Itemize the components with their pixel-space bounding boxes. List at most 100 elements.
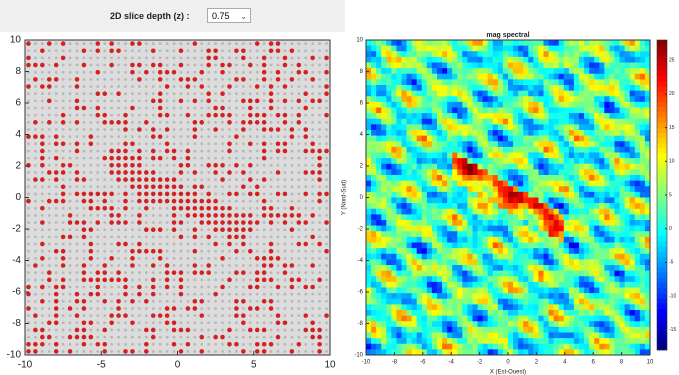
- heat-cell: [452, 236, 458, 243]
- heat-cell: [416, 56, 423, 63]
- heat-cell: [487, 45, 494, 52]
- red-dot: [234, 162, 239, 168]
- heat-cell: [538, 135, 544, 142]
- heat-cell: [573, 90, 580, 97]
- heat-cell: [573, 326, 580, 333]
- gray-dot: [283, 235, 287, 239]
- heat-cell: [589, 310, 595, 316]
- heat-cell: [371, 191, 377, 198]
- heat-cell: [381, 310, 387, 316]
- heat-cell: [533, 62, 539, 69]
- heat-cell: [376, 332, 382, 339]
- red-dot: [317, 162, 322, 168]
- heat-cell: [391, 135, 397, 142]
- heat-cell: [629, 180, 636, 187]
- red-dot: [144, 227, 149, 233]
- heat-cell: [624, 146, 631, 153]
- red-dot: [303, 105, 309, 111]
- gray-dot: [283, 178, 287, 182]
- heat-cell: [437, 259, 443, 266]
- heat-cell: [437, 321, 443, 328]
- gray-dot: [82, 185, 86, 189]
- heat-cell: [568, 225, 575, 232]
- heat-cell: [518, 175, 524, 181]
- heat-cell: [604, 248, 610, 255]
- heat-cell: [624, 287, 631, 294]
- gray-dot: [283, 278, 287, 282]
- heat-cell: [579, 242, 585, 249]
- heat-cell: [391, 169, 397, 176]
- gray-dot: [325, 185, 328, 189]
- gray-dot: [290, 156, 294, 160]
- red-dot: [192, 205, 198, 211]
- heat-cell: [589, 51, 595, 58]
- red-dot: [192, 306, 198, 311]
- heat-cell: [431, 73, 438, 80]
- gray-dot: [131, 192, 134, 196]
- heat-cell: [381, 56, 387, 63]
- gray-dot: [151, 120, 155, 124]
- heat-cell: [594, 281, 600, 288]
- heat-cell: [426, 96, 433, 103]
- heat-cell: [533, 146, 539, 153]
- heat-cell: [472, 343, 478, 350]
- heat-cell: [619, 163, 625, 170]
- gray-dot: [131, 99, 134, 103]
- heat-cell: [462, 270, 468, 277]
- gray-dot: [27, 128, 30, 131]
- heat-cell: [634, 130, 641, 136]
- red-dot: [199, 313, 205, 318]
- gray-dot: [103, 213, 107, 217]
- heat-cell: [371, 298, 377, 305]
- gray-dot: [200, 163, 204, 167]
- heat-cell: [381, 326, 387, 333]
- heat-cell: [497, 101, 504, 108]
- red-dot: [241, 170, 246, 175]
- gray-dot: [200, 42, 204, 45]
- red-dot: [310, 320, 315, 326]
- heat-cell: [381, 343, 387, 350]
- gray-dot: [235, 335, 238, 339]
- red-dot: [81, 320, 87, 326]
- heat-cell: [634, 259, 641, 266]
- heat-cell: [604, 158, 610, 165]
- heat-cell: [573, 214, 580, 221]
- heat-cell: [411, 163, 418, 170]
- gray-dot: [325, 292, 328, 296]
- gray-dot: [96, 99, 100, 103]
- red-dot: [53, 77, 59, 82]
- gray-dot: [318, 92, 322, 96]
- heat-cell: [391, 56, 397, 63]
- gray-dot: [290, 256, 294, 260]
- red-dot: [178, 162, 184, 168]
- heat-cell: [366, 253, 372, 260]
- heat-cell: [431, 85, 438, 91]
- red-dot: [317, 341, 322, 347]
- heat-cell: [457, 56, 463, 63]
- heat-cell: [543, 315, 549, 322]
- heat-cell: [411, 293, 418, 300]
- heat-cell: [366, 259, 372, 266]
- heat-cell: [386, 326, 392, 333]
- heat-cell: [573, 62, 580, 69]
- gray-dot: [228, 307, 231, 310]
- heat-cell: [442, 242, 448, 249]
- heat-cell: [508, 343, 514, 350]
- red-dot: [74, 84, 80, 89]
- gray-dot: [276, 328, 280, 332]
- red-dot: [303, 220, 309, 225]
- gray-dot: [283, 307, 287, 310]
- red-dot: [254, 191, 260, 197]
- red-dot: [324, 248, 329, 254]
- heat-cell: [401, 231, 407, 238]
- gray-dot: [241, 70, 245, 74]
- heat-cell: [416, 276, 423, 283]
- heat-cell: [381, 281, 387, 288]
- heat-cell: [467, 62, 473, 69]
- red-dot: [130, 263, 135, 268]
- heat-cell: [584, 225, 590, 232]
- heat-cell: [442, 236, 448, 243]
- heat-cell: [553, 51, 560, 58]
- heat-cell: [594, 135, 600, 142]
- heat-cell: [376, 146, 382, 153]
